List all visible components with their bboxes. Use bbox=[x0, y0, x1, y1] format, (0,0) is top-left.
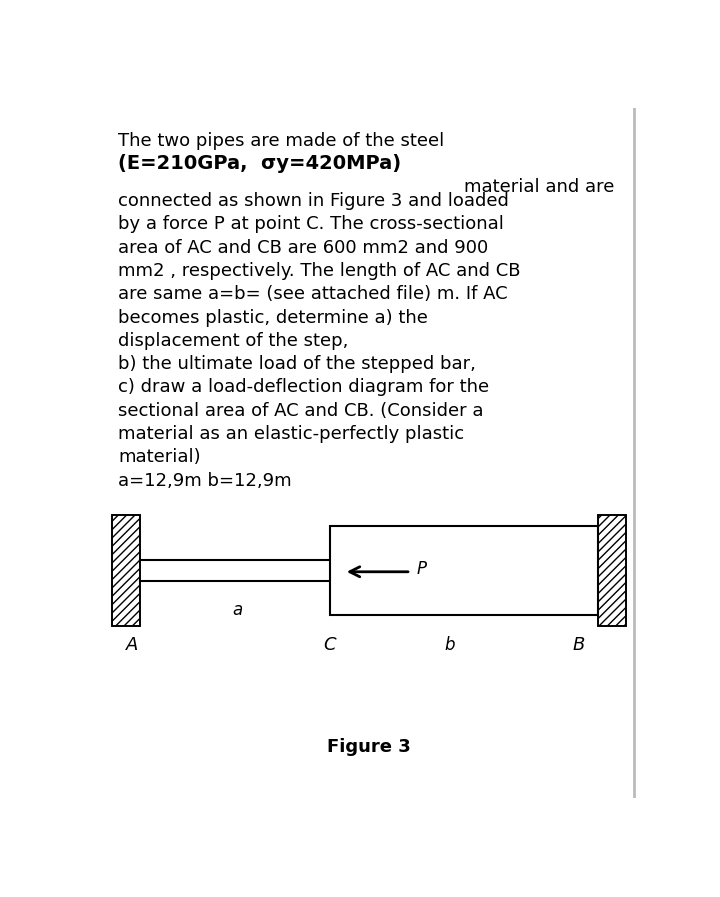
Text: b: b bbox=[445, 636, 455, 654]
Text: P: P bbox=[416, 560, 426, 578]
Bar bbox=[112, 515, 140, 626]
Bar bbox=[330, 526, 598, 615]
Text: B: B bbox=[572, 636, 585, 654]
Text: a: a bbox=[233, 602, 243, 620]
Text: material and are: material and are bbox=[464, 179, 615, 196]
Bar bbox=[598, 515, 626, 626]
Text: connected as shown in Figure 3 and loaded
by a force P at point C. The cross-sec: connected as shown in Figure 3 and loade… bbox=[118, 192, 521, 490]
Text: Figure 3: Figure 3 bbox=[327, 737, 411, 755]
Bar bbox=[112, 515, 140, 626]
Text: A: A bbox=[126, 636, 138, 654]
Text: C: C bbox=[323, 636, 336, 654]
Text: The two pipes are made of the steel: The two pipes are made of the steel bbox=[118, 132, 444, 150]
Text: (E=210GPa,  σy=420MPa): (E=210GPa, σy=420MPa) bbox=[118, 154, 401, 173]
Bar bbox=[598, 515, 626, 626]
